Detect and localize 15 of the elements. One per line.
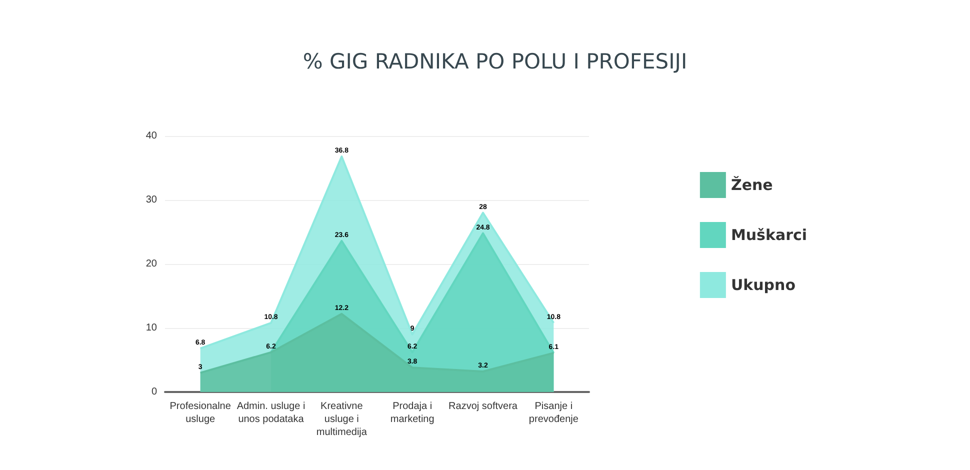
legend-label: Žene: [730, 176, 773, 194]
x-tick-label: Profesionalne usluge: [170, 401, 232, 425]
legend-label: Muškarci: [730, 226, 807, 244]
y-tick-label: 0: [151, 386, 158, 398]
y-tick-label: 40: [146, 130, 158, 142]
x-tick-label: Razvoj softvera: [448, 401, 518, 412]
y-tick-label: 20: [146, 258, 158, 270]
legend-label: Ukupno: [730, 276, 796, 294]
x-tick-label: Prodaja i marketing: [390, 401, 434, 425]
y-tick-label: 30: [146, 194, 158, 206]
y-tick-label: 10: [146, 322, 158, 334]
chart-title: % GIG RADNIKA PO POLU I PROFESIJI: [302, 50, 688, 74]
x-tick-label: Admin. usluge i unos podataka: [236, 401, 306, 425]
x-tick-label: Kreativne usluge i multimedija: [316, 401, 368, 438]
x-tick-label: Pisanje i prevođenje: [528, 401, 579, 425]
